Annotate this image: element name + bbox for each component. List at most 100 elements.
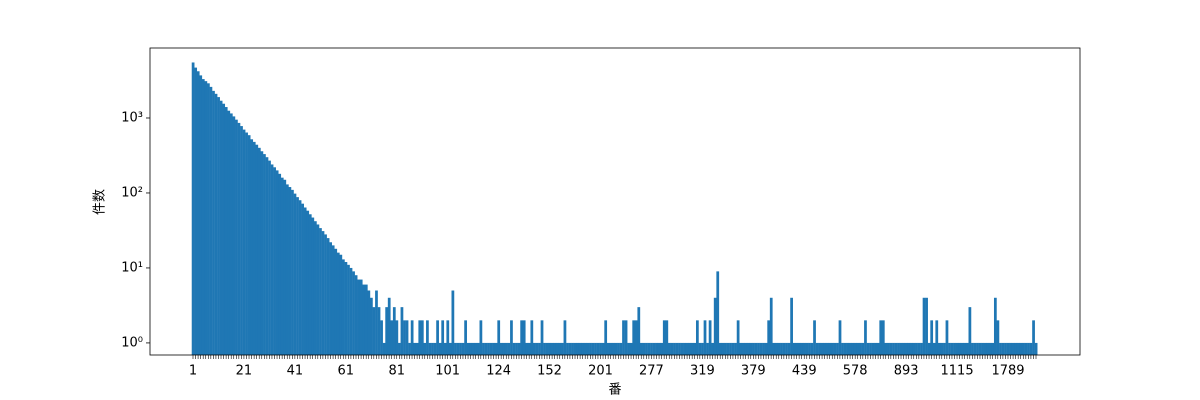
bar — [433, 342, 437, 355]
bar — [561, 342, 564, 355]
bar — [601, 342, 605, 355]
bar — [764, 342, 768, 355]
bar — [731, 342, 735, 355]
bar — [981, 342, 984, 355]
bar — [790, 297, 793, 355]
bar — [349, 267, 353, 355]
bar — [390, 320, 394, 355]
bar — [843, 342, 847, 355]
bar — [311, 217, 315, 355]
bar — [797, 342, 801, 355]
bar — [698, 342, 702, 355]
bar — [688, 342, 692, 355]
bar — [578, 342, 582, 355]
bar — [841, 342, 844, 355]
bar — [194, 67, 198, 355]
bar — [856, 342, 860, 355]
bar — [443, 342, 447, 355]
x-tick-label: 319 — [690, 364, 715, 379]
bar — [642, 342, 646, 355]
bar — [321, 231, 325, 355]
bar — [201, 79, 205, 355]
bar — [367, 290, 371, 355]
x-tick-label: 439 — [792, 364, 817, 379]
bar — [341, 259, 345, 355]
bar — [515, 342, 518, 355]
bar — [273, 167, 276, 355]
bar — [352, 271, 355, 355]
bar — [953, 342, 956, 355]
bar — [823, 342, 827, 355]
bar — [280, 177, 284, 355]
bar — [813, 320, 816, 355]
bar — [680, 342, 684, 355]
bar — [660, 342, 664, 355]
bar — [324, 234, 327, 355]
bar — [777, 342, 781, 355]
bar — [520, 320, 524, 355]
bar — [881, 320, 885, 355]
bar — [897, 342, 900, 355]
bar — [864, 320, 867, 355]
bar — [892, 342, 895, 355]
bar — [976, 342, 979, 355]
bar — [734, 342, 737, 355]
bar — [257, 147, 261, 355]
bar — [423, 342, 427, 355]
bar — [838, 320, 842, 355]
bar — [270, 164, 274, 355]
bar — [932, 342, 936, 355]
bar — [538, 342, 541, 355]
bar — [581, 342, 585, 355]
bar — [354, 275, 358, 355]
bar — [413, 342, 417, 355]
bar — [464, 320, 467, 355]
bar — [512, 342, 516, 355]
bar — [329, 242, 333, 355]
bar — [963, 342, 967, 355]
bar — [326, 238, 330, 355]
bar — [874, 342, 878, 355]
bar — [729, 342, 732, 355]
bar — [861, 342, 865, 355]
bar — [237, 122, 241, 355]
bar — [780, 342, 783, 355]
bar — [769, 297, 773, 355]
bar — [476, 342, 480, 355]
bar — [925, 297, 928, 355]
bar — [894, 342, 898, 355]
bar — [802, 342, 806, 355]
bar — [746, 342, 750, 355]
bar — [782, 342, 786, 355]
bar — [357, 279, 361, 355]
bar — [492, 342, 495, 355]
bar — [517, 342, 521, 355]
bar — [810, 342, 814, 355]
bar — [482, 342, 485, 355]
bar — [752, 342, 755, 355]
bar — [410, 320, 414, 355]
bar — [744, 342, 748, 355]
bar — [858, 342, 862, 355]
bar — [1019, 342, 1023, 355]
bar — [958, 342, 962, 355]
bar — [227, 110, 231, 355]
bar — [846, 342, 850, 355]
bar — [504, 342, 508, 355]
x-tick-label: 61 — [338, 364, 355, 379]
bar — [825, 342, 829, 355]
bar — [830, 342, 834, 355]
bar — [1011, 342, 1015, 355]
bar — [670, 342, 674, 355]
bar — [283, 179, 287, 355]
bar — [591, 342, 595, 355]
bar — [1001, 342, 1005, 355]
bar — [380, 320, 383, 355]
bar — [736, 320, 740, 355]
bar — [448, 342, 452, 355]
x-tick-label: 379 — [741, 364, 766, 379]
bar — [996, 320, 1000, 355]
bar — [265, 157, 269, 355]
bar — [387, 297, 391, 355]
